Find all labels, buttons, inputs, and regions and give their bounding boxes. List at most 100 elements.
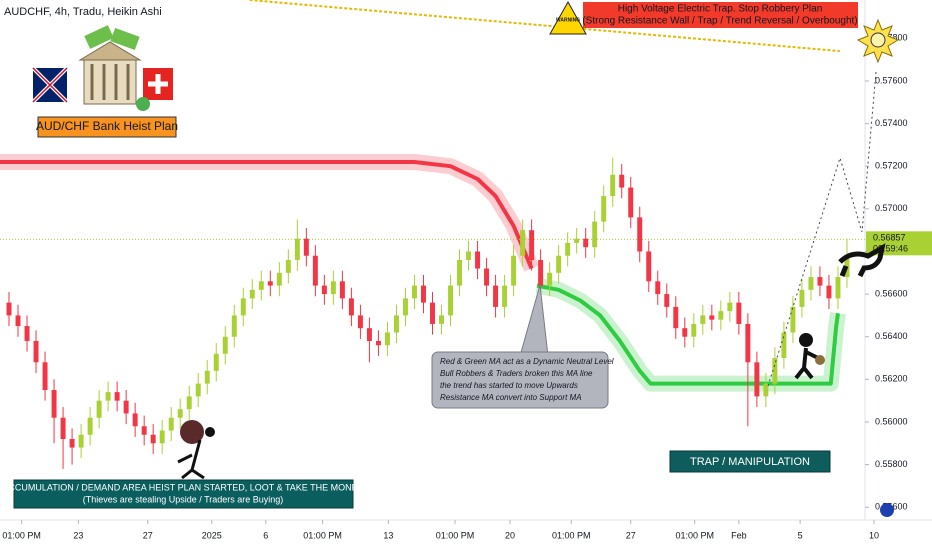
candle-body [51,390,57,418]
candle-body [303,238,309,256]
y-tick-label: 0.56600 [875,288,908,298]
candle-body [457,260,463,286]
candle-body [466,251,472,260]
thief-head [799,333,813,347]
x-tick-label: 01:00 PM [436,530,475,540]
swiss-cross [148,74,168,94]
x-tick-label: 10 [869,530,879,540]
candle-body [15,315,21,327]
thief-bag [180,420,204,444]
accumulation-box [13,479,354,509]
x-tick-label: 01:00 PM [552,530,591,540]
candle-body [772,358,778,384]
x-tick-label: Feb [731,530,747,540]
candle-body [141,426,147,435]
y-tick-label: 0.57200 [875,161,908,171]
trap-text: TRAP / MANIPULATION [690,456,810,468]
candle-body [808,277,814,290]
candle-body [204,370,210,384]
warning-badge: WARNING [556,17,580,23]
candle-body [691,323,697,337]
x-tick-label: 5 [798,530,803,540]
candle-body [33,340,39,363]
candle-body [132,413,138,427]
accumulation-line: ACCUMULATION / DEMAND AREA HEIST PLAN ST… [2,482,363,492]
candle-body [285,260,291,273]
y-tick-label: 0.56200 [875,374,908,384]
x-tick-label: 6 [263,530,268,540]
candle-body [529,230,535,260]
x-tick-label: 2025 [202,530,222,540]
candle-body [790,306,796,333]
candle-body [502,285,508,307]
candle-body [628,187,634,218]
candle-body [592,221,598,248]
candle-body [402,298,408,316]
ma-note-line: Red & Green MA act as a Dynamic Neutral … [440,357,614,366]
candle-body [258,281,264,290]
candle-body [231,315,237,337]
x-tick-label: 13 [383,530,393,540]
skull-icon [870,32,886,48]
warning-line: (Strong Resistance Wall / Trap / Trend R… [582,16,857,27]
y-tick-label: 0.57000 [875,203,908,213]
candle-body [375,340,381,346]
y-tick-label: 0.55800 [875,459,908,469]
candle-body [646,251,652,282]
candle-body [601,196,607,222]
candle-body [69,439,75,448]
x-tick-label: 27 [143,530,153,540]
warning-box [583,2,858,28]
candle-body [195,383,201,397]
candle-body [682,328,688,337]
candle-body [520,230,526,256]
warning-line: High Voltage Electric Trap. Stop Robbery… [618,4,823,15]
candle-body [312,255,318,286]
candle-body [583,238,589,248]
y-tick-label: 0.57600 [875,75,908,85]
candle-body [357,315,363,329]
banknote [110,27,140,51]
candle-body [159,430,165,444]
accumulation-line: (Thieves are stealing Upside / Traders a… [83,494,284,504]
ma-note-box [431,351,609,409]
candle-body [412,285,417,299]
ma-line [536,283,840,386]
candle-body [240,298,246,316]
candle-body [177,409,183,418]
candle-body [294,238,300,260]
money-bag [815,355,825,365]
candle-body [637,217,643,252]
banknote [84,25,114,49]
warning-sign [549,0,587,35]
candle-body [484,268,490,286]
candle-body [835,277,841,299]
last-price-label: 0.56857 [873,233,906,243]
candle-body [249,289,255,299]
x-tick-label: 23 [73,530,83,540]
candle-body [655,281,661,295]
candle-body [574,238,580,243]
candle-body [511,255,517,286]
candle-body [6,302,12,316]
candle-body [105,392,111,401]
candle-body [493,285,499,307]
candle-body [393,315,399,333]
candle-body [547,272,553,286]
chart-title: AUDCHF, 4h, Tradu, Heikin Ashi [4,6,162,18]
x-tick-label: 01:00 PM [675,530,714,540]
overlay: AUDCHF, 4h, Tradu, Heikin Ashi AUD/CHF B… [2,0,900,517]
candle-body [186,396,192,410]
candle-body [736,302,742,324]
logo-text: AUD/CHF Bank Heist Plan [36,119,178,133]
candle-body [87,417,93,435]
trap-box [669,450,831,473]
candle-body [799,289,805,307]
x-tick-label: 27 [626,530,636,540]
bull-icon [838,243,886,278]
candle-body [727,302,733,312]
flag-cross-red [32,67,68,103]
candle-body [42,362,48,390]
candle-body [384,332,390,346]
